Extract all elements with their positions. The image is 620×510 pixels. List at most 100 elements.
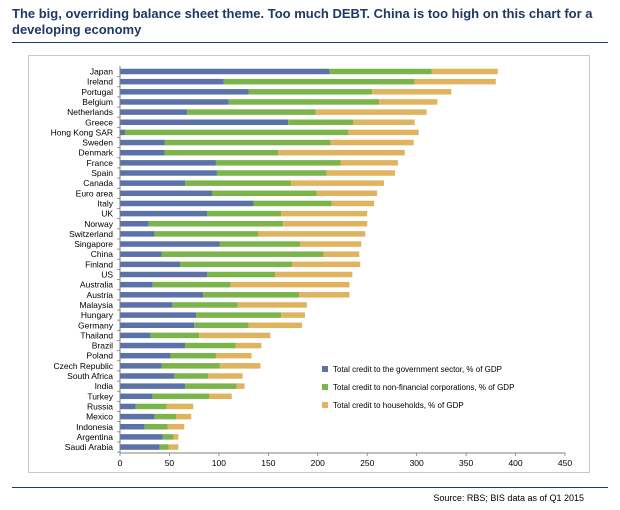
bar-segment-government (120, 99, 229, 105)
category-label: Italy (97, 198, 113, 208)
bar-segment-households (258, 231, 366, 237)
category-label: Greece (85, 117, 113, 127)
bar-segment-nonfinancial (207, 271, 276, 278)
bar-segment-households (431, 68, 498, 75)
bar-segment-government (120, 352, 171, 359)
bar-segment-nonfinancial (152, 393, 209, 400)
category-label: Ireland (87, 77, 113, 87)
bar-segment-households (291, 180, 385, 186)
legend-swatch (322, 402, 328, 408)
category-label: Czech Republic (53, 361, 113, 371)
bar-segment-households (235, 342, 262, 349)
x-tick-label: 0 (118, 458, 123, 468)
bar-segment-households (176, 413, 192, 420)
bar-segment-nonfinancial (253, 200, 332, 207)
bar-segment-nonfinancial (216, 170, 327, 176)
bar-segment-nonfinancial (124, 129, 349, 136)
bar-segment-government (120, 241, 220, 247)
bar-segment-government (120, 281, 153, 288)
bar-segment-nonfinancial (207, 210, 282, 217)
bar-segment-households (326, 170, 395, 176)
bar-segment-households (340, 160, 398, 166)
category-label: Singapore (74, 239, 113, 249)
bar-segment-government (120, 210, 208, 217)
bar-segment-nonfinancial (219, 241, 300, 247)
category-label: France (87, 158, 114, 168)
category-label: Poland (87, 351, 114, 361)
bar-segment-government (120, 89, 249, 95)
bar-segment-nonfinancial (172, 302, 238, 308)
category-label: India (95, 381, 114, 391)
category-label: Austria (87, 290, 114, 300)
bar-segment-households (330, 139, 414, 146)
bar-segment-government (120, 413, 155, 420)
bar-segment-households (281, 210, 368, 217)
bar-segment-households (230, 281, 350, 288)
bar-segment-government (120, 160, 216, 166)
bar-segment-nonfinancial (161, 363, 220, 369)
category-label: Saudi Arabia (65, 442, 113, 452)
category-label: Hong Kong SAR (51, 127, 113, 137)
legend: Total credit to the government sector, %… (322, 365, 514, 410)
bar-segment-nonfinancial (159, 444, 169, 450)
bar-segment-government (120, 292, 204, 298)
bar-segment-nonfinancial (248, 89, 373, 95)
bar-segment-households (315, 109, 427, 115)
bar-segment-nonfinancial (329, 68, 432, 75)
bar-segment-nonfinancial (203, 292, 299, 298)
bar-segment-households (237, 302, 307, 308)
bar-segment-nonfinancial (148, 221, 284, 227)
x-tick-label: 300 (410, 458, 424, 468)
bar-segment-nonfinancial (170, 352, 216, 359)
bar-segment-government (120, 149, 165, 156)
bar-segment-households (168, 444, 179, 450)
x-tick-label: 100 (212, 458, 226, 468)
category-label: Turkey (87, 391, 113, 401)
category-label: Belgium (82, 97, 113, 107)
category-label: Australia (80, 280, 113, 290)
bar-segment-government (120, 342, 186, 349)
bar-segment-government (120, 221, 149, 227)
bar-segment-households (167, 424, 185, 430)
category-label: Norway (84, 219, 114, 229)
bar-segment-government (120, 373, 175, 379)
bar-segment-households (199, 332, 271, 339)
bar-segment-nonfinancial (161, 251, 324, 257)
x-tick-label: 400 (508, 458, 522, 468)
category-label: Thailand (80, 330, 113, 340)
category-label: Indonesia (76, 422, 113, 432)
title-rule (12, 42, 608, 43)
legend-swatch (322, 366, 328, 372)
bar-segment-government (120, 363, 162, 369)
bar-segment-nonfinancial (185, 383, 237, 389)
category-label: UK (101, 209, 113, 219)
category-label: US (101, 270, 113, 280)
bar-segment-nonfinancial (185, 180, 292, 186)
x-tick-label: 50 (165, 458, 175, 468)
bar-segment-households (275, 271, 353, 278)
category-label: Canada (83, 178, 113, 188)
source-note: Source: RBS; BIS data as of Q1 2015 (433, 493, 584, 503)
bar-segment-government (120, 383, 186, 389)
bars-layer (120, 68, 498, 450)
bar-segment-government (120, 231, 155, 237)
bar-segment-government (120, 190, 212, 197)
bar-segment-nonfinancial (174, 373, 209, 379)
bar-segment-households (219, 363, 261, 369)
bar-segment-households (323, 251, 360, 257)
bar-segment-nonfinancial (154, 231, 259, 237)
bar-segment-nonfinancial (154, 413, 177, 420)
bar-segment-nonfinancial (164, 139, 331, 146)
bar-segment-households (215, 352, 252, 359)
bar-segment-government (120, 139, 165, 146)
x-tick-label: 200 (311, 458, 325, 468)
category-label: Denmark (79, 148, 114, 158)
legend-label: Total credit to households, % of GDP (333, 401, 464, 410)
bar-segment-households (372, 89, 452, 95)
bar-segment-households (248, 322, 302, 328)
bar-segment-nonfinancial (288, 119, 354, 125)
bar-segment-households (331, 200, 375, 207)
bar-segment-nonfinancial (164, 149, 279, 156)
category-label: Brazil (92, 341, 113, 351)
category-label: Mexico (86, 412, 113, 422)
